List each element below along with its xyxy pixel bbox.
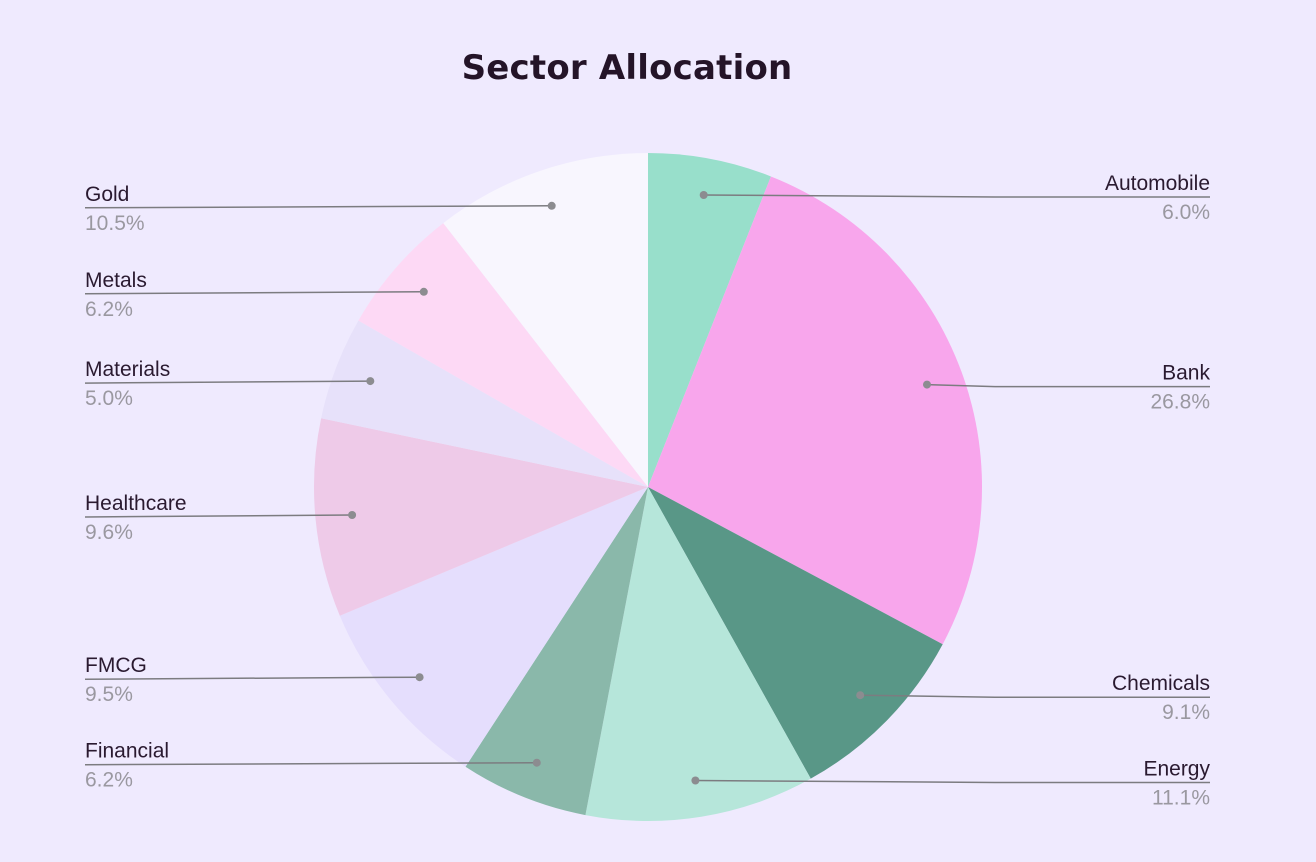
leader-line-financial	[84, 761, 537, 766]
slice-label-energy: Energy	[1143, 758, 1210, 781]
slice-value-healthcare: 9.6%	[85, 521, 133, 544]
leader-line-materials	[84, 380, 371, 384]
slice-value-materials: 5.0%	[85, 387, 133, 410]
pie-slice-bank[interactable]	[648, 176, 983, 645]
slice-label-fmcg: FMCG	[85, 654, 147, 677]
slice-label-bank: Bank	[1162, 362, 1210, 385]
slice-value-energy: 11.1%	[1152, 787, 1210, 810]
leader-dot-automobile	[699, 191, 708, 199]
slice-label-chemicals: Chemicals	[1112, 672, 1210, 695]
pie-slices	[313, 153, 983, 821]
pie-slice-financial[interactable]	[465, 487, 649, 816]
leader-dot-chemicals	[856, 691, 865, 700]
slice-value-financial: 6.2%	[85, 769, 133, 792]
pie-slice-chemicals[interactable]	[648, 487, 943, 779]
slice-label-materials: Materials	[85, 358, 170, 381]
pie-slice-materials[interactable]	[321, 320, 648, 487]
leader-line-metals	[84, 291, 424, 295]
pie-slice-fmcg[interactable]	[339, 487, 648, 767]
leader-line-gold	[84, 205, 552, 209]
slice-value-metals: 6.2%	[85, 298, 133, 321]
slice-label-gold: Gold	[85, 183, 129, 206]
slice-value-fmcg: 9.5%	[85, 683, 133, 706]
pie-slice-gold[interactable]	[443, 153, 648, 487]
pie-slice-healthcare[interactable]	[313, 418, 648, 616]
slice-labels: Automobile 6.0% Bank 26.8% Chemicals 9.1% Ener…	[85, 172, 1210, 810]
leader-dot-metals	[419, 287, 428, 296]
leader-line-automobile	[703, 194, 1210, 198]
slice-value-gold: 10.5%	[85, 212, 145, 235]
leader-dot-materials	[366, 377, 375, 386]
leader-dot-healthcare	[348, 511, 357, 519]
slice-value-chemicals: 9.1%	[1162, 701, 1210, 724]
leader-line-fmcg	[84, 676, 420, 680]
pie-slice-energy[interactable]	[585, 487, 811, 821]
leader-dot-financial	[532, 758, 541, 767]
pie-slice-automobile[interactable]	[648, 153, 771, 487]
slice-value-bank: 26.8%	[1150, 391, 1210, 414]
slice-label-metals: Metals	[85, 269, 147, 292]
slice-label-healthcare: Healthcare	[85, 492, 187, 515]
slice-value-automobile: 6.0%	[1162, 201, 1210, 224]
slice-label-financial: Financial	[85, 740, 169, 763]
pie-slice-metals[interactable]	[358, 223, 648, 487]
leader-dot-energy	[691, 776, 700, 785]
leader-lines	[84, 191, 1210, 785]
leader-line-chemicals	[860, 694, 1210, 698]
leader-dot-fmcg	[415, 673, 424, 682]
leader-dot-bank	[923, 380, 931, 389]
slice-label-automobile: Automobile	[1105, 172, 1210, 195]
leader-dot-gold	[547, 201, 556, 210]
leader-line-bank	[926, 383, 1210, 388]
leader-line-energy	[695, 779, 1210, 784]
chart-title: Sector Allocation	[461, 48, 793, 88]
leader-line-healthcare	[84, 514, 353, 518]
